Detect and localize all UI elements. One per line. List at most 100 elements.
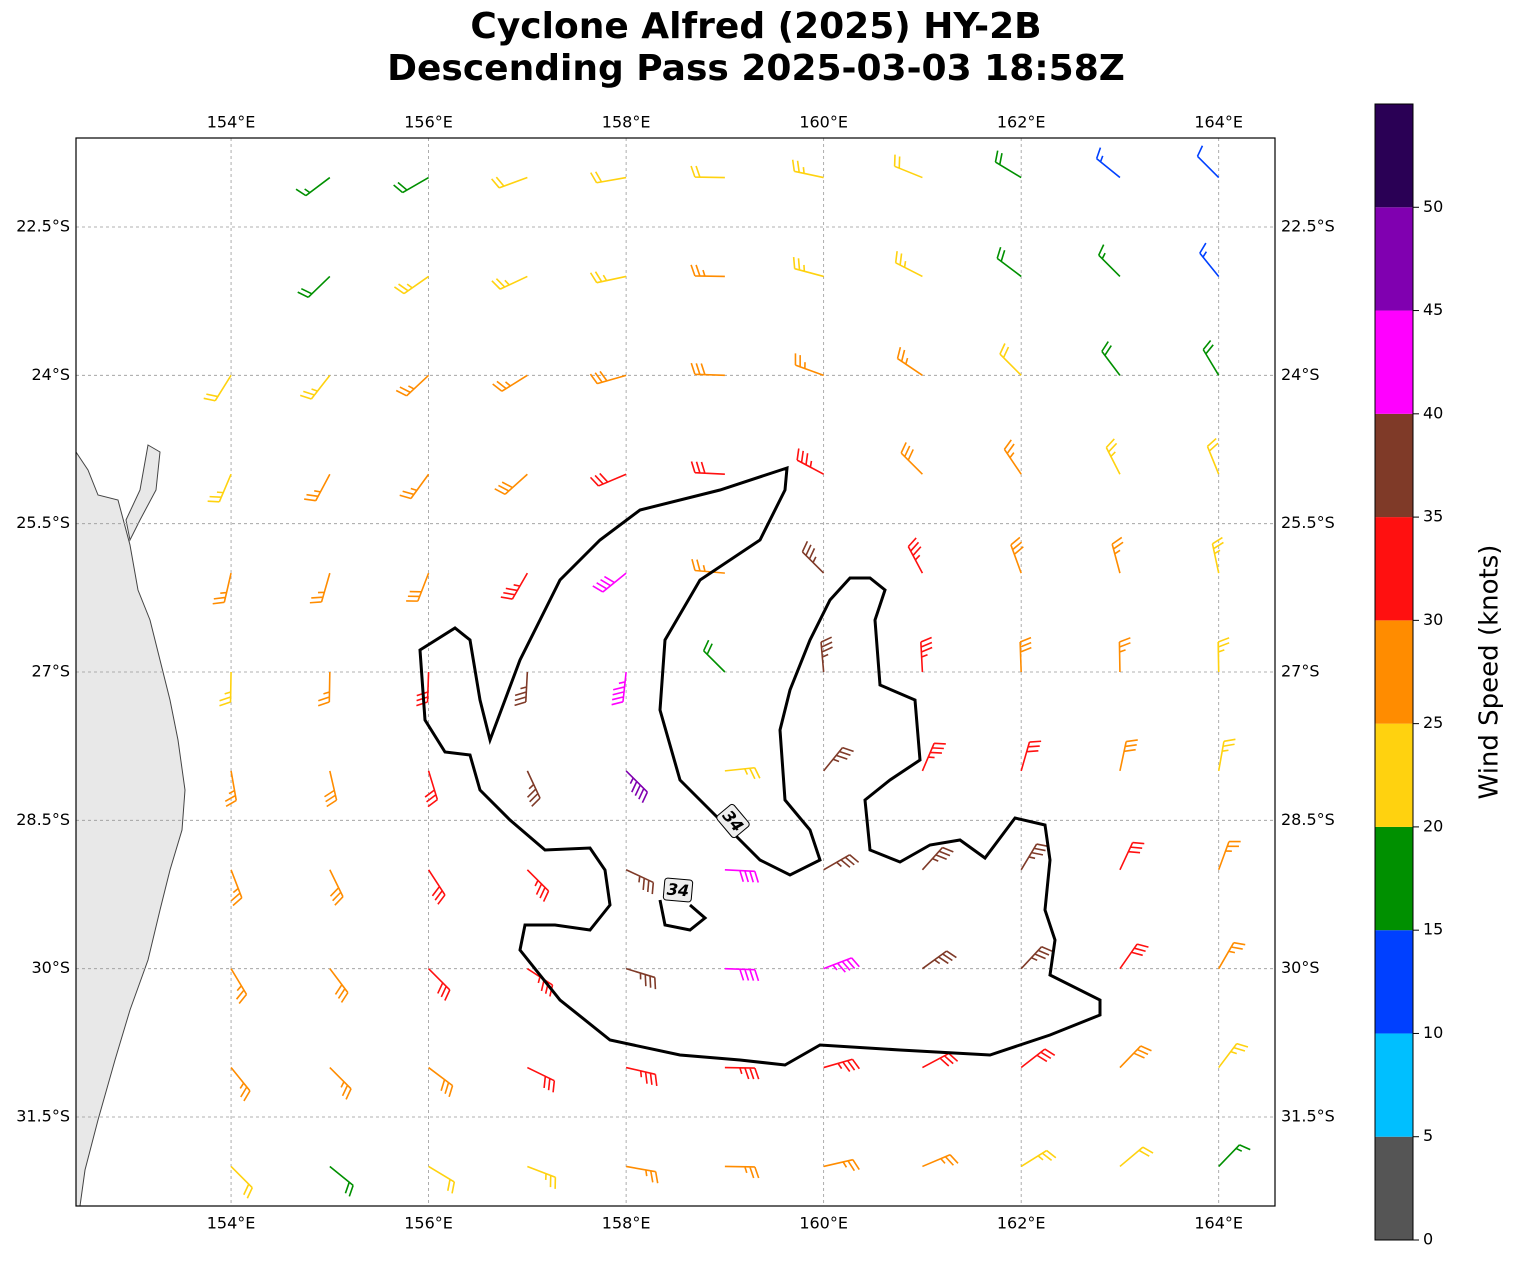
wind-barb (625, 770, 649, 804)
wind-barb (589, 370, 627, 385)
colorbar-frame (1374, 103, 1414, 1241)
wind-barb (1118, 637, 1131, 673)
colorbar-tick-label: 5 (1423, 1126, 1433, 1145)
wind-barb (399, 473, 430, 500)
wind-barb (823, 854, 860, 871)
wind-barb (611, 671, 627, 706)
wind-barb (230, 869, 243, 907)
wind-barb (299, 374, 331, 400)
wind-barb (921, 742, 946, 772)
wind-barb (724, 766, 761, 780)
wind-barb (406, 572, 430, 602)
y-tick-label: 25.5°S (1281, 513, 1335, 532)
wind-barb (329, 968, 349, 1003)
wind-barb (491, 275, 528, 290)
wind-barb (791, 159, 824, 179)
wind-barb (1119, 841, 1145, 871)
wind-barb (492, 374, 528, 392)
wind-barb (896, 347, 923, 376)
colorbar: 0 5 10 15 20 25 30 35 40 45 50 (1374, 103, 1443, 1249)
wind-barb (1199, 242, 1220, 277)
wind-barb (1098, 244, 1121, 278)
wind-barb (295, 176, 331, 197)
wind-barb (1202, 340, 1220, 376)
wind-barb (900, 442, 923, 475)
colorbar-tick-label: 10 (1423, 1023, 1443, 1042)
wind-barb (625, 1066, 658, 1087)
colorbar-label: Wind Speed (knots) (1475, 545, 1505, 800)
wind-barb (494, 473, 528, 496)
wind-barb (625, 869, 655, 895)
wind-barb (920, 636, 933, 673)
wind-barb (393, 275, 430, 295)
wind-barb (1218, 1042, 1249, 1069)
wind-barbs (203, 145, 1251, 1199)
y-tick-label: 30°S (1281, 958, 1320, 977)
title-line: Descending Pass 2025-03-03 18:58Z (387, 48, 1125, 89)
wind-barb (329, 1165, 354, 1197)
wind-barb (823, 746, 854, 772)
wind-barb (1206, 437, 1220, 475)
map-frame (75, 137, 1276, 1207)
colorbar-segment (1375, 620, 1413, 724)
wind-barb (1019, 636, 1032, 673)
wind-barb (893, 154, 923, 179)
contour-label-box: 34 (716, 803, 750, 839)
wind-barb (1010, 536, 1024, 574)
wind-barb (428, 968, 451, 1001)
wind-barb (230, 1165, 253, 1199)
wind-barb (500, 572, 529, 600)
y-tick-label: 27°S (1281, 662, 1320, 681)
x-tick-label: 160°E (799, 113, 848, 132)
wind-barb (625, 1165, 659, 1184)
wind-barb (527, 1066, 556, 1093)
wind-barb (212, 572, 232, 605)
wind-barb (514, 671, 529, 707)
wind-barb (1020, 1149, 1057, 1168)
wind-barb (690, 264, 725, 278)
colorbar-tick-label: 15 (1423, 920, 1443, 939)
wind-barb (592, 572, 627, 593)
colorbar-segment (1375, 413, 1413, 518)
colorbar-tick-label: 45 (1423, 300, 1443, 319)
wind-barb (304, 473, 331, 502)
x-tick-label: 164°E (1194, 113, 1243, 132)
colorbar-segment (1375, 207, 1413, 311)
x-tick-label: 162°E (997, 1214, 1046, 1233)
wind-barb (416, 671, 430, 707)
colorbar-segment (1375, 310, 1413, 414)
wind-barb (428, 1165, 456, 1194)
wind-barb (823, 1058, 861, 1072)
wind-barb (1020, 740, 1042, 772)
wind-barb (921, 846, 954, 871)
wind-barb (921, 950, 957, 970)
wind-barb (792, 256, 824, 278)
wind-barb (230, 968, 248, 1004)
axes-labels: 154°E 154°E 156°E 156°E 158°E 158°E 160°E 160°E… (16, 113, 1335, 1233)
colorbar-segment (1375, 826, 1413, 931)
wind-barb (424, 770, 439, 808)
x-tick-label: 154°E (207, 113, 256, 132)
wind-barb (203, 374, 232, 402)
wind-barb (590, 171, 627, 184)
wind-barb (1217, 738, 1236, 772)
wind-barb (527, 1165, 557, 1189)
wind-barb (1119, 943, 1149, 970)
wind-barb (1119, 1146, 1154, 1168)
wind-barb (393, 176, 429, 194)
colorbar-segment (1375, 1136, 1413, 1240)
wind-barb (690, 165, 725, 179)
gridlines (76, 138, 1275, 1206)
wind-barb (230, 1067, 251, 1102)
wind-barb (1003, 439, 1022, 475)
colorbar-tick-label: 25 (1423, 713, 1443, 732)
colorbar-tick-label: 35 (1423, 507, 1443, 526)
wind-barb (801, 540, 825, 574)
wind-barb (820, 636, 833, 673)
contour-line (658, 899, 708, 932)
wind-barb (922, 1153, 959, 1168)
colorbar-tick-label: 40 (1423, 403, 1443, 422)
wind-barb (1020, 843, 1049, 871)
wind-barb (219, 671, 232, 707)
